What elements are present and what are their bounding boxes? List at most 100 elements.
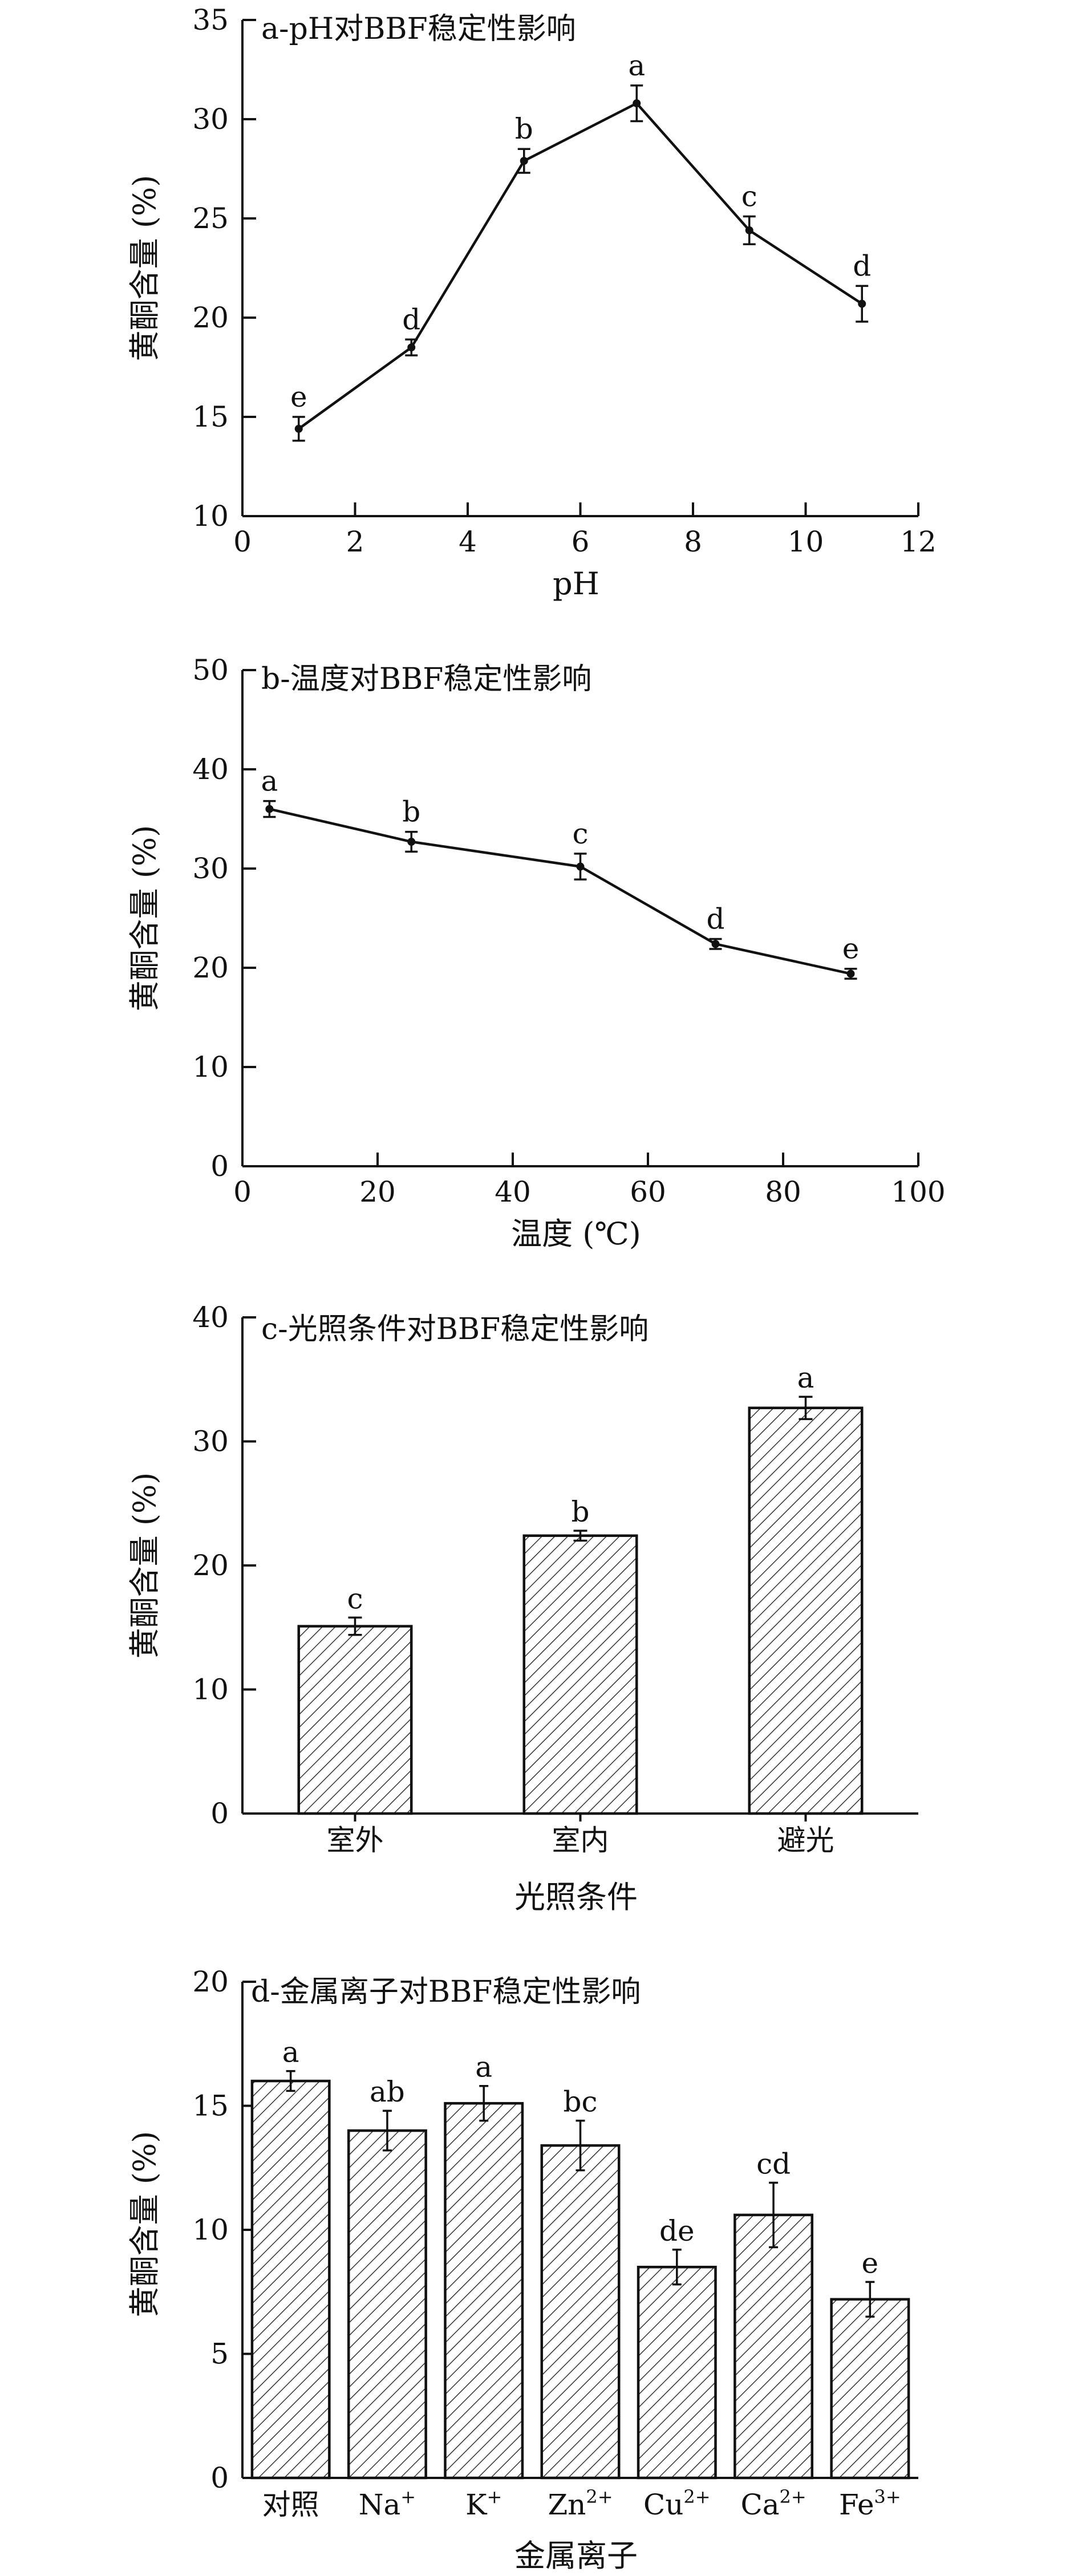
y-tick-label: 10	[192, 2213, 229, 2246]
significance-letter: d	[402, 303, 420, 336]
panel-a-ph: a-pH对BBF稳定性影响 pH 黄酮含量 (%) 10 15 20 25 30 35 0 2…	[127, 3, 937, 602]
significance-letter: d	[853, 249, 871, 282]
category-label: 室内	[552, 1824, 609, 1857]
significance-letter: e	[842, 932, 860, 966]
significance-letter: a	[282, 2036, 299, 2069]
x-tick-label: 4	[459, 525, 477, 558]
category-label-base: Zn	[548, 2488, 586, 2521]
data-point	[265, 805, 274, 813]
y-tick-label: 30	[192, 1425, 229, 1458]
category-label: Na+	[359, 2486, 416, 2521]
bar	[733, 2213, 814, 2480]
category-label-base: Ca	[740, 2488, 779, 2521]
panel-d-yaxis-title: 黄酮含量 (%)	[127, 2131, 163, 2318]
bar	[748, 1406, 864, 1815]
x-tick-label: 6	[572, 525, 590, 558]
y-tick-label: 40	[192, 1301, 229, 1334]
data-point	[633, 99, 641, 108]
panel-a-plot: 10 15 20 25 30 35 0 2 4 6 8 10 12 e d b a c d	[192, 3, 936, 558]
panel-a-xaxis-title: pH	[553, 566, 599, 602]
data-point	[576, 862, 585, 871]
x-tick-label: 12	[900, 525, 937, 558]
y-tick-label: 0	[210, 1797, 229, 1830]
x-tick-label: 10	[788, 525, 824, 558]
significance-letter: b	[402, 796, 420, 829]
y-tick-label: 20	[192, 301, 229, 334]
panel-b-title: b-温度对BBF稳定性影响	[261, 662, 591, 696]
category-label-base: Fe	[839, 2488, 874, 2521]
y-tick-label: 15	[192, 2090, 229, 2123]
panel-d-xaxis-title: 金属离子	[514, 2538, 638, 2574]
y-tick-label: 15	[192, 400, 229, 433]
y-tick-label: 0	[210, 2461, 229, 2494]
panel-c-xaxis-title: 光照条件	[514, 1879, 638, 1915]
significance-letter: d	[706, 903, 724, 936]
panel-c-light: c-光照条件对BBF稳定性影响 光照条件 黄酮含量 (%) 0 10 20 30 40 c…	[127, 1301, 918, 1915]
significance-letter: b	[515, 112, 533, 145]
x-tick-label: 0	[233, 525, 252, 558]
panel-d-plot: 05101520a对照abNa+aK+bcZn2+deCu2+cdCa2+eFe…	[192, 1965, 918, 2521]
category-label-base: Cu	[643, 2488, 683, 2521]
category-label-base: K	[465, 2488, 488, 2521]
panel-b-plot: 0 10 20 30 40 50 0 20 40 60 80 100 a b c d e	[192, 654, 945, 1208]
significance-letter: c	[572, 817, 588, 850]
panel-a-yaxis-title: 黄酮含量 (%)	[127, 175, 163, 362]
category-label-base: Na	[359, 2488, 401, 2521]
significance-letter: bc	[563, 2086, 597, 2119]
x-tick-label: 2	[346, 525, 364, 558]
data-point	[846, 969, 855, 978]
y-tick-label: 25	[192, 202, 229, 235]
panel-a-title: a-pH对BBF稳定性影响	[261, 12, 576, 46]
x-tick-label: 20	[359, 1175, 396, 1208]
x-tick-label: 8	[684, 525, 702, 558]
bar	[347, 2129, 427, 2480]
category-label: Ca2+	[740, 2486, 806, 2521]
category-label-superscript: +	[400, 2486, 416, 2508]
significance-letter: b	[571, 1495, 589, 1528]
significance-letter: e	[290, 380, 307, 413]
bar	[297, 1625, 413, 1815]
panel-b-yaxis-title: 黄酮含量 (%)	[127, 825, 163, 1012]
panel-c-plot: 0 10 20 30 40 c 室外 b 室内 a 避光	[192, 1301, 918, 1857]
data-point	[711, 940, 720, 948]
data-point	[745, 226, 753, 234]
data-point	[407, 838, 416, 846]
y-tick-label: 35	[192, 3, 229, 36]
series-line	[298, 102, 863, 430]
data-point	[858, 299, 866, 308]
y-tick-label: 20	[192, 951, 229, 984]
y-tick-label: 10	[192, 500, 229, 533]
category-label-base: 对照	[262, 2488, 319, 2521]
panel-b-temperature: b-温度对BBF稳定性影响 温度 (℃) 黄酮含量 (%) 0 10 20 30 40 5…	[127, 654, 946, 1252]
bar	[522, 1534, 638, 1815]
category-label: 避光	[777, 1824, 834, 1857]
panel-d-metal-ions: d-金属离子对BBF稳定性影响 金属离子 黄酮含量 (%) 0 5 10 15 20 a 对…	[127, 1965, 918, 2574]
panel-c-title: c-光照条件对BBF稳定性影响	[261, 1312, 649, 1346]
x-tick-label: 40	[495, 1175, 531, 1208]
category-label-superscript: 2+	[683, 2486, 710, 2508]
bar	[444, 2102, 524, 2480]
bar	[637, 2266, 717, 2480]
significance-letter: a	[797, 1361, 814, 1394]
significance-letter: ab	[370, 2075, 405, 2108]
y-tick-label: 10	[192, 1673, 229, 1706]
significance-letter: a	[475, 2051, 492, 2084]
significance-letter: cd	[756, 2147, 791, 2180]
y-tick-label: 0	[210, 1150, 229, 1183]
y-tick-label: 50	[192, 654, 229, 687]
y-tick-label: 20	[192, 1549, 229, 1582]
bar	[540, 2144, 621, 2480]
data-point	[520, 157, 528, 165]
category-label-superscript: 2+	[586, 2486, 613, 2508]
y-tick-label: 30	[192, 852, 229, 885]
series-line	[269, 808, 851, 975]
significance-letter: a	[261, 765, 278, 798]
x-tick-label: 100	[891, 1175, 945, 1208]
category-label: Zn2+	[548, 2486, 613, 2521]
data-point	[294, 424, 303, 433]
x-tick-label: 0	[233, 1175, 252, 1208]
y-tick-label: 10	[192, 1050, 229, 1084]
significance-letter: a	[628, 49, 645, 82]
x-tick-label: 60	[630, 1175, 666, 1208]
